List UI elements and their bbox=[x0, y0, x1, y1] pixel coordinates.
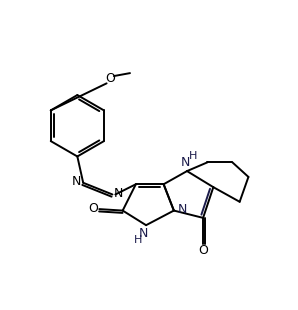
Text: O: O bbox=[88, 202, 98, 215]
Text: N: N bbox=[181, 157, 190, 169]
Text: N: N bbox=[72, 175, 81, 188]
Text: O: O bbox=[198, 244, 208, 257]
Text: O: O bbox=[105, 72, 115, 85]
Text: N: N bbox=[177, 203, 187, 215]
Text: H: H bbox=[189, 152, 198, 162]
Text: H: H bbox=[134, 235, 142, 246]
Text: N: N bbox=[114, 187, 124, 200]
Text: N: N bbox=[139, 227, 148, 240]
